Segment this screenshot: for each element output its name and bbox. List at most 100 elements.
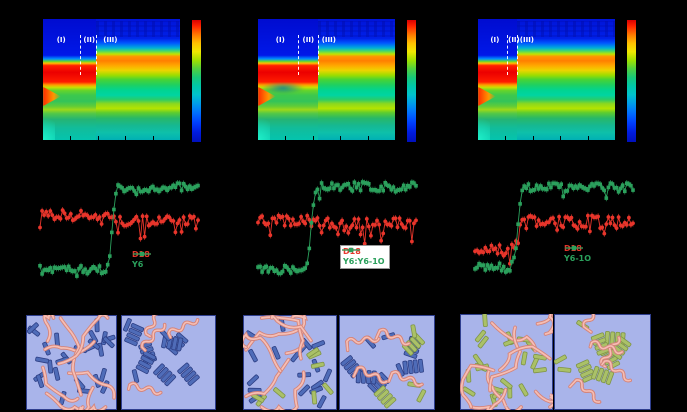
data-marker [408, 185, 412, 189]
data-marker [608, 181, 613, 185]
data-marker [618, 186, 623, 191]
data-marker [356, 217, 361, 221]
data-marker [614, 226, 619, 230]
speckle-noise-overlay [517, 21, 615, 38]
data-marker [547, 220, 551, 225]
region-label: (II) [83, 35, 96, 44]
data-marker [586, 188, 590, 192]
data-marker [89, 266, 94, 271]
data-marker [547, 181, 551, 186]
data-marker [194, 226, 198, 231]
data-marker [397, 216, 402, 221]
polymer-chain-highlight [270, 315, 312, 342]
data-marker [48, 266, 53, 270]
data-marker [144, 214, 149, 219]
data-marker [159, 187, 163, 192]
small-molecule-rod [156, 367, 169, 379]
data-marker [291, 217, 295, 222]
data-marker [48, 209, 53, 213]
data-marker [475, 265, 479, 270]
data-marker [577, 220, 582, 224]
data-marker [151, 184, 155, 189]
morphology-panel-1-disordered [26, 315, 117, 410]
data-marker [171, 183, 176, 188]
data-marker [99, 271, 104, 276]
data-marker [144, 188, 149, 192]
intensity-chart-3: D18Y6-1O [469, 158, 639, 298]
polymer-chain-highlight [67, 371, 116, 399]
data-marker [534, 224, 539, 228]
data-marker [540, 187, 545, 191]
data-marker [99, 222, 104, 226]
small-molecule-rod [124, 337, 138, 347]
chain-bundle [581, 314, 605, 334]
data-marker [313, 190, 318, 195]
heatmap-panel-2: (I) (II) (III) [258, 19, 395, 140]
data-marker [561, 225, 566, 229]
data-marker [403, 187, 408, 192]
data-marker [307, 217, 312, 222]
data-marker [297, 221, 301, 226]
bottom-left-hotspot [258, 113, 271, 140]
data-marker [38, 225, 42, 230]
data-marker [536, 187, 541, 191]
data-marker [42, 268, 46, 272]
data-marker [487, 266, 492, 271]
data-marker [348, 226, 353, 230]
data-marker [268, 266, 273, 270]
small-molecule-rod [160, 370, 173, 383]
data-marker [545, 187, 549, 192]
small-molecule-rod [500, 378, 513, 390]
data-marker [138, 236, 143, 241]
data-marker [410, 180, 414, 185]
data-marker [532, 188, 537, 192]
polymer-chain-highlight [127, 382, 162, 395]
small-molecule-rod [142, 350, 157, 361]
data-marker [179, 230, 184, 234]
legend-row: Y6-1O [564, 245, 591, 264]
data-marker [268, 233, 273, 238]
data-marker [93, 213, 98, 217]
data-marker [71, 269, 75, 274]
data-marker [315, 216, 320, 220]
small-molecule-rod [416, 389, 427, 403]
data-marker [522, 184, 526, 188]
data-marker [256, 220, 260, 225]
stage-divider-line [517, 34, 519, 75]
morphology-panel-3-disordered [460, 314, 553, 410]
small-molecule-rod [520, 351, 528, 366]
small-molecule-rod [605, 371, 615, 385]
polymer-chain-highlight [601, 360, 632, 382]
data-marker [272, 269, 277, 273]
dark-blob [260, 81, 305, 94]
data-marker [352, 217, 357, 221]
data-marker [136, 219, 141, 223]
region-label: (II) [302, 35, 315, 44]
data-marker [610, 215, 615, 220]
data-marker [266, 221, 271, 226]
data-marker [264, 264, 268, 269]
colorbar-2 [407, 20, 416, 142]
data-marker [62, 265, 67, 269]
data-marker [575, 227, 580, 231]
polymer-chain-highlight [491, 322, 537, 352]
data-marker [346, 182, 351, 186]
polymer-chain-highlight [489, 326, 522, 392]
data-marker [155, 187, 159, 192]
data-marker [299, 268, 303, 273]
data-marker [584, 187, 588, 191]
data-marker [555, 182, 559, 186]
data-marker [604, 222, 609, 226]
chain-bundle [140, 322, 167, 353]
series-line [39, 182, 199, 278]
data-marker [606, 185, 611, 190]
data-marker [569, 215, 574, 220]
axis-tick [505, 136, 507, 140]
polymer-chain-highlight [352, 366, 388, 384]
region-label: (II) [508, 35, 520, 44]
small-molecule-rod [347, 363, 360, 375]
data-marker [616, 190, 621, 194]
polymer-chain-highlight [245, 358, 290, 398]
data-marker [336, 232, 340, 237]
